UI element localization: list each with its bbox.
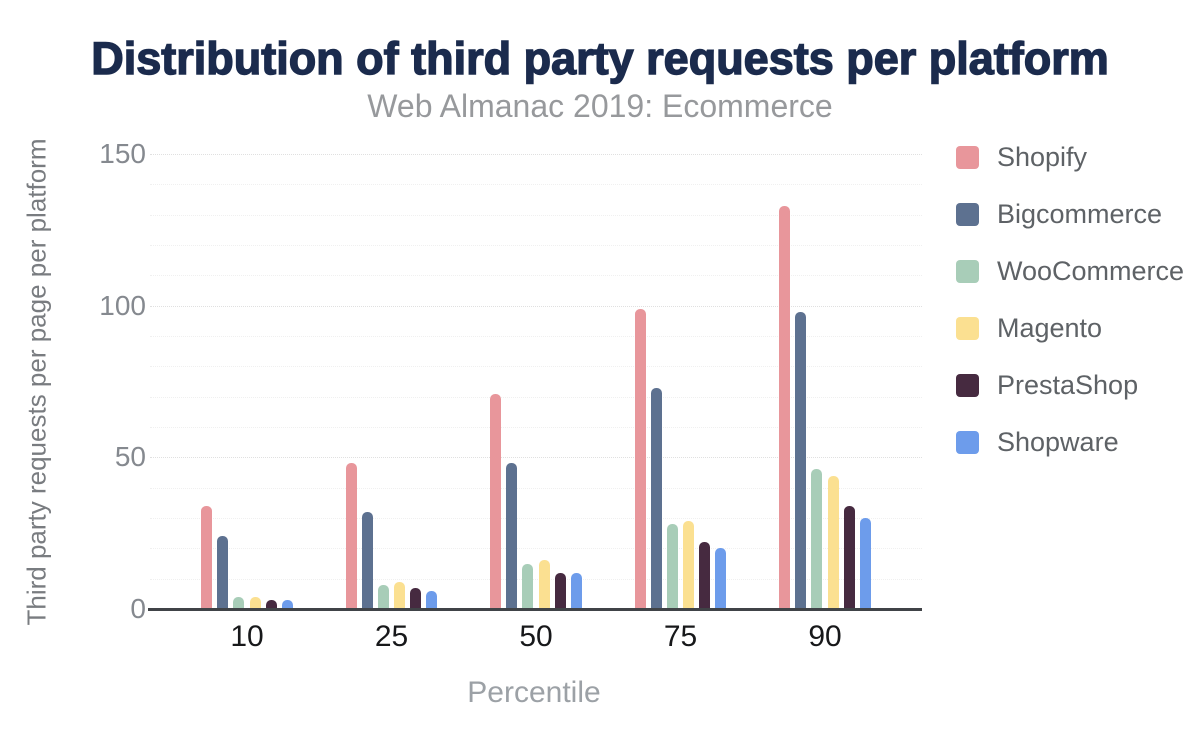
bar-bigcommerce-p50[interactable]: [506, 463, 518, 609]
bar-shopify-p10[interactable]: [201, 505, 213, 609]
bar-prestashop-p50[interactable]: [554, 572, 566, 609]
bar-bigcommerce-p10[interactable]: [217, 536, 229, 609]
bar-bigcommerce-p25[interactable]: [361, 511, 373, 609]
bar-prestashop-p10[interactable]: [265, 599, 277, 609]
bar-shopware-p10[interactable]: [281, 599, 293, 609]
legend-label: WooCommerce: [997, 256, 1185, 286]
legend-swatch-icon: [956, 146, 979, 169]
bar-bigcommerce-p90[interactable]: [795, 311, 807, 609]
gridline: [150, 518, 922, 519]
bar-prestashop-p75[interactable]: [699, 542, 711, 609]
gridline: [150, 214, 922, 216]
gridline: [150, 548, 922, 550]
y-tick-label: 0: [130, 593, 146, 624]
y-tick-label: 50: [114, 441, 146, 473]
bar-magento-p10[interactable]: [249, 596, 261, 609]
gridline: [150, 578, 922, 580]
legend-label: Bigcommerce: [997, 199, 1163, 229]
bar-shopify-p90[interactable]: [779, 205, 791, 609]
y-tick-label: 150: [99, 138, 146, 169]
bar-shopware-p50[interactable]: [570, 572, 582, 609]
x-category-label: 90: [808, 620, 842, 653]
legend-swatch-icon: [956, 203, 979, 226]
legend-swatch-icon: [956, 317, 979, 340]
bar-woocommerce-p50[interactable]: [522, 563, 534, 609]
bar-shopify-p75[interactable]: [634, 308, 646, 609]
legend-swatch-icon: [956, 260, 979, 283]
legend-label: Shopify: [997, 142, 1088, 172]
bar-woocommerce-p25[interactable]: [377, 584, 389, 609]
legend-item-shopware[interactable]: Shopware: [956, 427, 1184, 458]
legend-label: PrestaShop: [997, 370, 1139, 400]
bar-prestashop-p25[interactable]: [410, 587, 422, 609]
legend-item-woocommerce[interactable]: WooCommerce: [956, 256, 1184, 287]
bar-shopware-p25[interactable]: [426, 590, 438, 609]
legend-item-magento[interactable]: Magento: [956, 313, 1184, 344]
x-category-label: 75: [663, 620, 698, 653]
bar-shopify-p50[interactable]: [490, 393, 502, 609]
bar-shopware-p75[interactable]: [715, 548, 727, 609]
bar-magento-p75[interactable]: [683, 521, 695, 609]
gridline: [150, 396, 922, 398]
bar-shopify-p25[interactable]: [345, 463, 357, 609]
bar-magento-p50[interactable]: [538, 560, 550, 609]
legend-label: Shopware: [997, 427, 1119, 457]
plot-area: [148, 154, 922, 611]
gridline: [150, 366, 922, 368]
gridline: [150, 336, 922, 337]
chart-subtitle: Web Almanac 2019: Ecommerce: [367, 88, 833, 124]
gridline: [150, 427, 922, 428]
gridline: [150, 245, 922, 246]
bar-magento-p90[interactable]: [827, 475, 839, 609]
legend-label: Magento: [997, 313, 1103, 343]
x-category-label: 10: [230, 620, 264, 653]
gridline: [150, 305, 922, 307]
gridline: [150, 184, 922, 186]
legend-swatch-icon: [956, 374, 979, 397]
bar-woocommerce-p75[interactable]: [666, 524, 678, 609]
legend-item-bigcommerce[interactable]: Bigcommerce: [956, 199, 1184, 230]
bar-bigcommerce-p75[interactable]: [650, 387, 662, 609]
y-axis-title: Third party requests per page per platfo…: [21, 138, 52, 626]
y-tick-label: 100: [99, 289, 146, 321]
legend-item-prestashop[interactable]: PrestaShop: [956, 370, 1184, 401]
gridline: [150, 457, 922, 459]
gridline: [150, 487, 922, 489]
x-category-label: 50: [519, 620, 553, 653]
bar-woocommerce-p10[interactable]: [233, 596, 245, 609]
legend-item-shopify[interactable]: Shopify: [956, 142, 1184, 173]
bar-magento-p25[interactable]: [394, 581, 406, 609]
legend-swatch-icon: [956, 431, 979, 454]
bar-woocommerce-p90[interactable]: [811, 469, 823, 609]
legend: Shopify Bigcommerce WooCommerce Magento Pres…: [956, 142, 1184, 458]
x-category-label: 25: [374, 620, 409, 653]
chart-title: Distribution of third party requests per…: [91, 32, 1110, 84]
x-axis-line: [148, 608, 922, 611]
x-axis-title: Percentile: [467, 676, 601, 709]
bar-prestashop-p90[interactable]: [843, 505, 855, 609]
gridline: [150, 154, 922, 155]
gridline: [150, 275, 922, 277]
bar-shopware-p90[interactable]: [859, 518, 871, 609]
